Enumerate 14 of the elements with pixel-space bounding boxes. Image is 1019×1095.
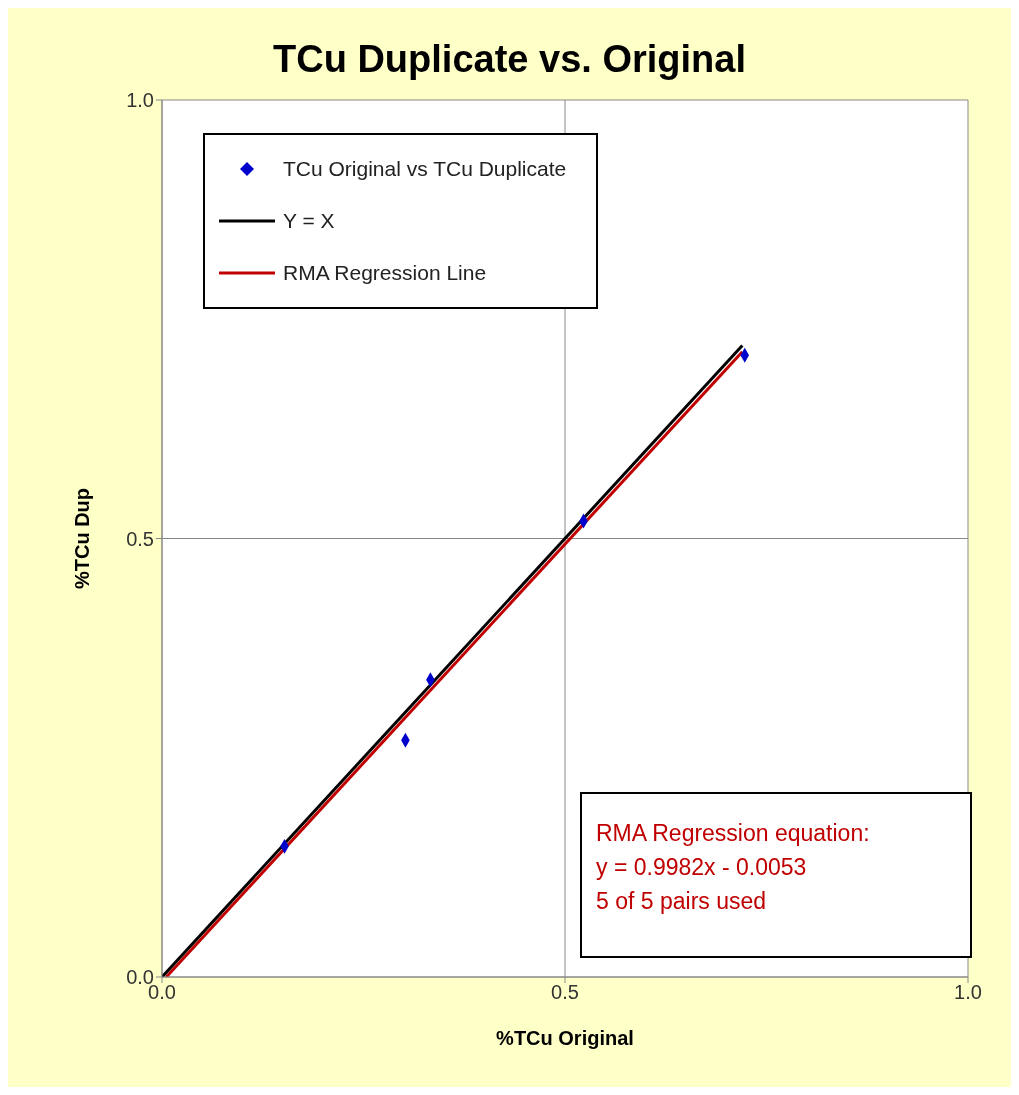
annotation: 5 of 5 pairs used [596,887,768,916]
chart-title: TCu Duplicate vs. Original [272,38,747,81]
note-box: RMA Regression equation: y = 0.9982x - 0.0053 5 of 5 pairs used [580,792,972,958]
legend-label: Y = X [283,208,335,234]
annotation: y = 0.9982x - 0.0053 [596,853,808,882]
annotation: RMA Regression equation: [596,819,871,848]
x-tick-label: 0.5 [551,981,579,1004]
y-axis-title: %TCu Dup [71,487,94,590]
legend-label: TCu Original vs TCu Duplicate [283,156,567,182]
y-tick-label: 1.0 [126,89,154,112]
y-tick-label: 0.5 [126,527,154,550]
legend-label: RMA Regression Line [283,260,487,286]
x-tick-label: 1.0 [954,981,982,1004]
x-axis-title: %TCu Original [496,1027,634,1049]
